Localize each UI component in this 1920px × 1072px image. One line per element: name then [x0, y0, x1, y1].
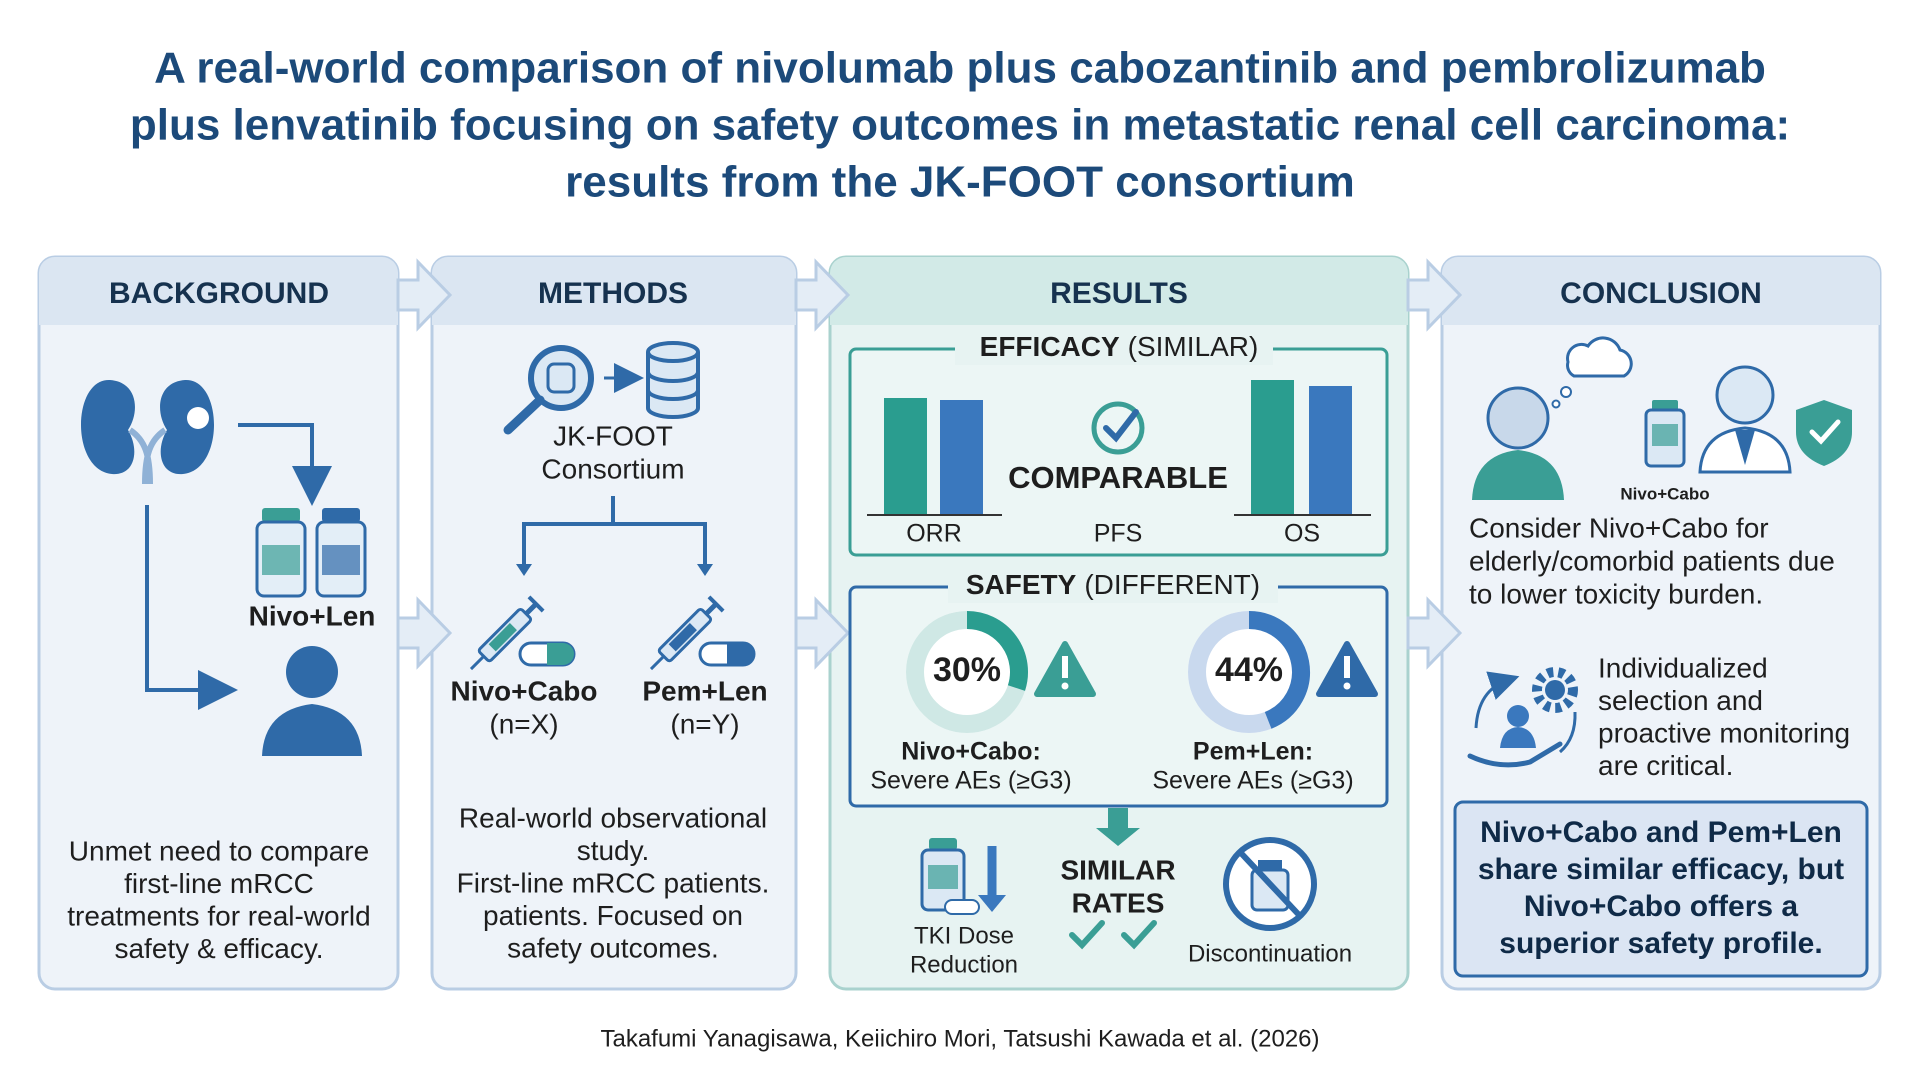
panel-heading: CONCLUSION	[1560, 277, 1762, 310]
box-title: EFFICACY (SIMILAR)	[980, 331, 1259, 362]
title-line: results from the JK-FOOT consortium	[565, 158, 1355, 207]
box-title-main: EFFICACY	[980, 331, 1120, 362]
arm-name: Nivo+Cabo:	[901, 738, 1041, 766]
similar-rates: SIMILAR	[1060, 854, 1175, 885]
box-title: SAFETY (DIFFERENT)	[966, 569, 1260, 600]
arm-outcome: Severe AEs (≥G3)	[1152, 767, 1353, 795]
methods-icons	[469, 341, 756, 671]
background-icons	[81, 379, 367, 756]
box-title-qualifier: (SIMILAR)	[1128, 331, 1259, 362]
discontinuation-label: Discontinuation	[1188, 940, 1352, 967]
panel-arrows	[396, 258, 1463, 670]
background-text: first-line mRCC	[124, 868, 314, 899]
background-text: treatments for real-world	[67, 900, 370, 931]
rate-label: 30%	[933, 651, 1001, 689]
summary-text: superior safety profile.	[1499, 927, 1822, 960]
drug-label: Nivo+Len	[249, 600, 376, 631]
arm-name: Pem+Len	[642, 675, 767, 706]
icon-label: Nivo+Cabo	[1620, 484, 1709, 503]
efficacy-verdict: COMPARABLE	[1008, 460, 1228, 495]
recommendation-text: Consider Nivo+Cabo for	[1469, 512, 1769, 543]
methods-text: patients. Focused on	[483, 900, 743, 931]
conclusion-icons	[1453, 336, 1869, 978]
endpoint-label: PFS	[1094, 520, 1143, 548]
background-text: Unmet need to compare	[69, 835, 369, 866]
monitoring-text: proactive monitoring	[1598, 717, 1850, 748]
box-title-qualifier: (DIFFERENT)	[1084, 569, 1260, 600]
similar-rates: RATES	[1072, 887, 1165, 918]
donut-arc	[966, 611, 1028, 691]
panel-heading: METHODS	[538, 277, 688, 310]
summary-text: Nivo+Cabo offers a	[1524, 890, 1799, 923]
recommendation-text: to lower toxicity burden.	[1469, 578, 1763, 609]
endpoint-label: OS	[1284, 520, 1320, 548]
methods-text: study.	[577, 835, 650, 866]
recommendation-text: elderly/comorbid patients due	[1469, 545, 1835, 576]
arm-name: Pem+Len:	[1193, 738, 1313, 766]
methods-text: safety outcomes.	[507, 932, 719, 963]
arm-name: Nivo+Cabo	[450, 675, 597, 706]
endpoint-label: ORR	[906, 520, 962, 548]
monitoring-text: selection and	[1598, 685, 1763, 716]
summary-text: share similar efficacy, but	[1478, 853, 1844, 886]
background-text: safety & efficacy.	[114, 933, 323, 964]
arm-n: (n=X)	[489, 708, 558, 739]
dose-label: TKI Dose	[914, 922, 1014, 949]
title-line: plus lenvatinib focusing on safety outco…	[130, 101, 1790, 150]
arm-n: (n=Y)	[670, 708, 739, 739]
summary-text: Nivo+Cabo and Pem+Len	[1480, 816, 1842, 849]
methods-text: Real-world observational	[459, 802, 767, 833]
data-source: JK-FOOT	[553, 420, 673, 451]
methods-text: First-line mRCC patients.	[457, 867, 770, 898]
donut-arc	[1248, 611, 1310, 729]
citation: Takafumi Yanagisawa, Keiichiro Mori, Tat…	[600, 1025, 1319, 1052]
dose-label: Reduction	[910, 951, 1018, 978]
data-source: Consortium	[541, 453, 684, 484]
arm-outcome: Severe AEs (≥G3)	[870, 767, 1071, 795]
panel-heading: RESULTS	[1050, 277, 1188, 310]
panel-heading: BACKGROUND	[109, 277, 329, 310]
rate-label: 44%	[1215, 651, 1283, 689]
monitoring-text: are critical.	[1598, 750, 1733, 781]
monitoring-text: Individualized	[1598, 652, 1768, 683]
box-title-main: SAFETY	[966, 569, 1077, 600]
title-line: A real-world comparison of nivolumab plu…	[154, 44, 1766, 93]
